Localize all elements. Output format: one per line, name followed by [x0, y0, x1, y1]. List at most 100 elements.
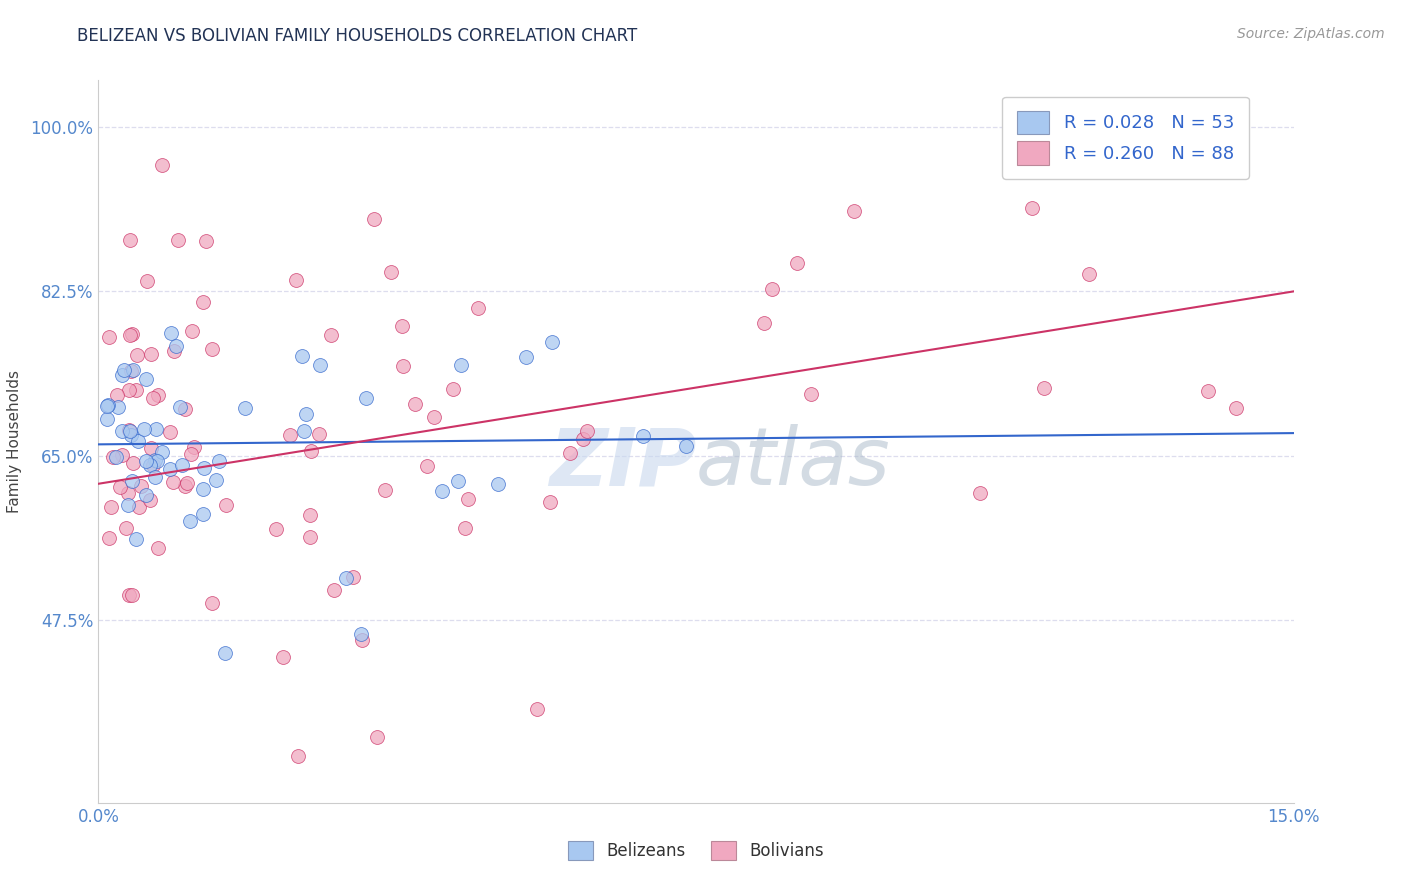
Y-axis label: Family Households: Family Households [7, 370, 22, 513]
Point [127, 434, 149, 448]
Point [969, 486, 991, 500]
Point [146, 453, 169, 467]
Point [1021, 201, 1043, 215]
Point [162, 475, 184, 490]
Point [486, 477, 509, 491]
Point [298, 508, 321, 522]
Point [167, 233, 190, 247]
Point [290, 349, 312, 363]
Point [342, 570, 364, 584]
Point [761, 282, 783, 296]
Point [146, 541, 169, 555]
Point [205, 473, 228, 487]
Point [354, 391, 377, 405]
Point [392, 359, 415, 374]
Point [201, 342, 224, 356]
Point [141, 347, 163, 361]
Point [844, 203, 866, 218]
Point [633, 429, 655, 443]
Point [112, 362, 135, 376]
Point [150, 158, 173, 172]
Point [193, 460, 215, 475]
Point [176, 475, 198, 490]
Point [366, 730, 388, 744]
Point [138, 458, 160, 473]
Point [560, 446, 582, 460]
Point [233, 401, 256, 416]
Point [350, 627, 373, 641]
Point [118, 328, 141, 343]
Point [143, 470, 166, 484]
Text: BELIZEAN VS BOLIVIAN FAMILY HOUSEHOLDS CORRELATION CHART: BELIZEAN VS BOLIVIAN FAMILY HOUSEHOLDS C… [77, 27, 637, 45]
Point [139, 492, 162, 507]
Point [208, 454, 231, 468]
Point [422, 409, 444, 424]
Point [432, 483, 454, 498]
Point [136, 274, 159, 288]
Point [181, 325, 204, 339]
Point [194, 234, 217, 248]
Point [111, 424, 134, 438]
Point [538, 494, 561, 508]
Point [121, 588, 143, 602]
Point [380, 265, 402, 279]
Point [120, 428, 142, 442]
Point [321, 328, 343, 343]
Point [148, 388, 170, 402]
Text: Source: ZipAtlas.com: Source: ZipAtlas.com [1237, 27, 1385, 41]
Point [415, 458, 437, 473]
Point [373, 483, 395, 497]
Point [107, 400, 129, 414]
Point [163, 343, 186, 358]
Point [1197, 384, 1219, 399]
Point [135, 454, 157, 468]
Point [120, 363, 142, 377]
Point [135, 372, 157, 386]
Point [391, 319, 413, 334]
Point [120, 233, 142, 247]
Point [121, 456, 143, 470]
Point [786, 256, 808, 270]
Point [135, 488, 157, 502]
Point [447, 474, 470, 488]
Text: ZIP: ZIP [548, 425, 696, 502]
Point [142, 391, 165, 405]
Point [180, 447, 202, 461]
Point [98, 531, 121, 545]
Point [117, 486, 139, 500]
Point [193, 294, 215, 309]
Point [121, 363, 143, 377]
Point [1077, 267, 1099, 281]
Point [108, 479, 131, 493]
Point [128, 500, 150, 514]
Point [139, 442, 162, 456]
Point [285, 273, 308, 287]
Point [172, 458, 194, 472]
Point [572, 433, 595, 447]
Point [335, 571, 357, 585]
Point [131, 479, 153, 493]
Point [118, 383, 141, 397]
Point [115, 521, 138, 535]
Point [120, 424, 142, 438]
Point [278, 428, 301, 442]
Point [173, 479, 195, 493]
Point [457, 491, 479, 506]
Point [1033, 381, 1056, 395]
Point [169, 400, 191, 414]
Point [193, 507, 215, 521]
Legend: Belizeans, Bolivians: Belizeans, Bolivians [561, 835, 831, 867]
Point [454, 521, 477, 535]
Point [111, 368, 134, 383]
Point [363, 211, 385, 226]
Point [215, 498, 238, 512]
Point [150, 445, 173, 459]
Point [105, 388, 128, 402]
Point [100, 500, 122, 514]
Point [200, 596, 222, 610]
Point [121, 327, 143, 342]
Point [404, 397, 426, 411]
Point [145, 421, 167, 435]
Point [118, 423, 141, 437]
Point [350, 632, 373, 647]
